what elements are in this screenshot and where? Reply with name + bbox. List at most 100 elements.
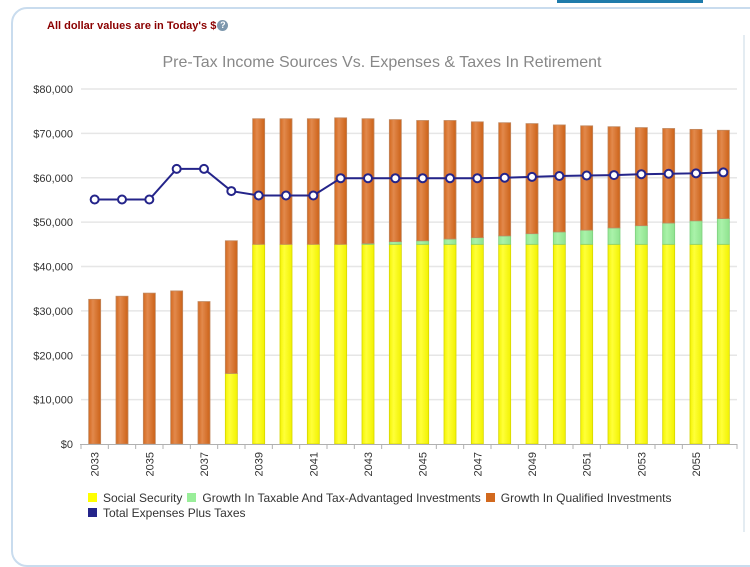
bar-taxable-growth [689, 220, 703, 245]
line-point [117, 194, 127, 205]
x-tick-label: 2049 [527, 452, 539, 476]
currency-note: All dollar values are in Today's $? [47, 20, 229, 32]
bar-social-security [580, 243, 594, 445]
legend-label: Growth In Qualified Investments [500, 491, 672, 505]
legend: Social Security Growth In Taxable And Tax… [88, 491, 677, 521]
x-tick-label: 2051 [582, 452, 594, 476]
x-tick-label: 2047 [472, 452, 484, 476]
bar-social-security [224, 373, 238, 445]
legend-label: Total Expenses Plus Taxes [103, 506, 246, 520]
bar-social-security [334, 243, 348, 445]
y-axis: $0 $10,000 $20,000 $30,000 $40,000 $50,000 $60… [33, 84, 73, 451]
legend-swatch-social-security [88, 493, 97, 502]
line-point [226, 186, 237, 197]
bar-social-security [279, 243, 293, 445]
bar-qualified-growth [197, 301, 211, 445]
line-point [472, 173, 483, 184]
legend-swatch-qualified-growth [485, 493, 495, 502]
panel-divider [743, 35, 745, 532]
bar-taxable-growth [498, 235, 512, 245]
help-icon[interactable]: ? [217, 20, 229, 31]
legend-item-total-expenses[interactable]: Total Expenses Plus Taxes [88, 506, 246, 521]
line-point [89, 194, 100, 205]
line-point [718, 167, 729, 178]
bar-social-security [634, 243, 648, 445]
total-expenses-line [89, 163, 729, 205]
line-point [445, 173, 455, 184]
line-point [253, 190, 264, 201]
line-point [527, 171, 537, 182]
line-path [94, 167, 724, 201]
bar-taxable-growth [552, 231, 566, 245]
x-tick-label: 2039 [254, 452, 266, 476]
y-tick-label: $30,000 [33, 306, 73, 318]
legend-item-qualified-growth[interactable]: Growth In Qualified Investments [485, 491, 672, 506]
bar-social-security [689, 243, 703, 445]
line-point [609, 170, 619, 181]
bar-taxable-growth [634, 225, 648, 245]
line-point [363, 173, 373, 184]
bar-taxable-growth [662, 222, 676, 245]
bar-social-security [252, 243, 266, 445]
bar-qualified-growth [224, 240, 238, 374]
x-tick-label: 2037 [199, 452, 211, 476]
bar-social-security [443, 243, 457, 445]
line-point [636, 169, 647, 180]
line-point [171, 163, 182, 174]
gridlines [81, 88, 737, 401]
bar-qualified-growth [170, 290, 184, 445]
y-tick-label: $70,000 [33, 128, 73, 140]
legend-item-social-security[interactable]: Social Security [88, 491, 182, 506]
x-axis: 2033 2035 2037 2039 2041 2043 2045 2047 2049 2051… [80, 444, 738, 476]
top-nav-button[interactable] [557, 0, 703, 3]
bar-taxable-growth [580, 229, 594, 245]
x-tick-label: 2035 [144, 452, 156, 476]
line-point [554, 170, 565, 181]
line-point [281, 190, 291, 201]
bar-social-security [498, 243, 512, 445]
legend-label: Social Security [103, 491, 183, 505]
bar-qualified-growth [306, 118, 320, 245]
legend-swatch-total-expenses [88, 508, 97, 517]
line-point [390, 173, 401, 184]
y-tick-label: $0 [61, 439, 73, 451]
legend-item-taxable-growth[interactable]: Growth In Taxable And Tax-Advantaged Inv… [187, 491, 481, 506]
line-point [199, 163, 209, 174]
bars [88, 117, 730, 445]
currency-note-text: All dollar values are in Today's $ [47, 20, 217, 32]
bar-qualified-growth [279, 118, 293, 245]
x-tick-label: 2033 [90, 452, 102, 476]
bar-social-security [716, 243, 730, 445]
bar-social-security [470, 243, 484, 445]
bar-taxable-growth [716, 218, 730, 245]
bar-taxable-growth [607, 227, 621, 245]
bar-social-security [552, 243, 566, 445]
bar-qualified-growth [142, 292, 156, 445]
x-tick-label: 2055 [691, 452, 703, 476]
line-point [144, 194, 155, 205]
x-tick-label: 2041 [308, 452, 320, 476]
line-point [417, 173, 428, 184]
bar-social-security [662, 243, 676, 445]
y-tick-label: $10,000 [33, 395, 73, 407]
bar-taxable-growth [443, 238, 457, 245]
bar-social-security [388, 243, 402, 445]
y-tick-label: $20,000 [33, 350, 73, 362]
bar-taxable-growth [416, 240, 430, 245]
line-point [499, 172, 510, 183]
chart-title: Pre-Tax Income Sources Vs. Expenses & Ta… [162, 54, 602, 71]
y-tick-label: $60,000 [33, 173, 73, 185]
line-point [335, 173, 346, 184]
bar-social-security [306, 243, 320, 445]
bar-social-security [525, 243, 539, 445]
legend-swatch-taxable-growth [187, 493, 197, 502]
x-tick-label: 2043 [363, 452, 375, 476]
bar-qualified-growth [88, 298, 102, 445]
line-point [581, 170, 592, 181]
y-tick-label: $80,000 [33, 84, 73, 96]
bar-taxable-growth [470, 237, 484, 245]
line-point [691, 168, 701, 179]
chart: Pre-Tax Income Sources Vs. Expenses & Ta… [33, 54, 738, 476]
line-point [308, 190, 319, 201]
x-tick-label: 2045 [418, 452, 430, 476]
